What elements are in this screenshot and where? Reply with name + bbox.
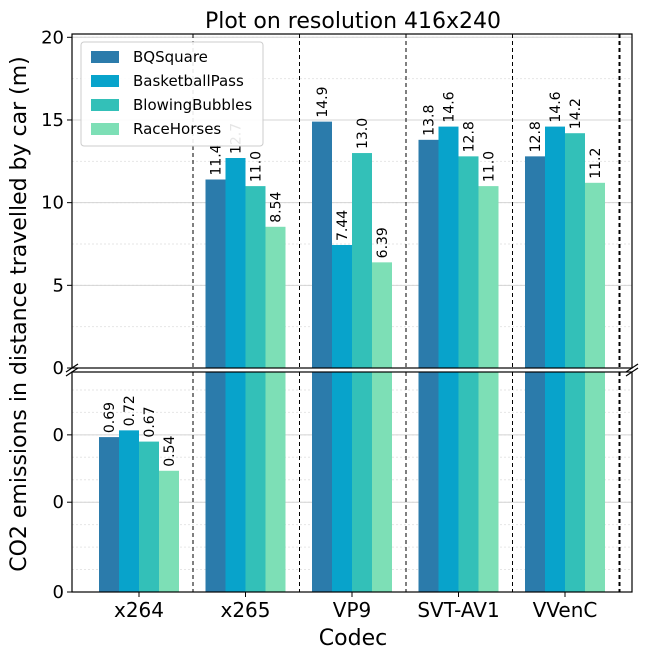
data-label: 14.6 (442, 91, 458, 122)
data-label: 11.0 (482, 151, 498, 182)
bar (312, 121, 332, 368)
axis-break-mark (65, 367, 79, 377)
bar (565, 372, 585, 592)
bar (139, 441, 159, 592)
data-label: 0.67 (142, 406, 158, 437)
bar (458, 372, 479, 592)
y-axis-label: CO2 emissions in distance travelled by c… (7, 56, 32, 572)
data-label: 11.0 (249, 151, 265, 182)
bar (565, 133, 585, 368)
bar (458, 156, 479, 368)
upper-axes-frame (71, 33, 633, 369)
bar (265, 372, 286, 592)
data-label: 11.2 (588, 148, 604, 179)
y-tick-label: 0 (53, 358, 64, 379)
data-label: 14.6 (548, 91, 564, 122)
bar (312, 372, 332, 592)
legend-swatch (91, 75, 119, 87)
data-label: 11.4 (209, 144, 225, 175)
bar (245, 186, 266, 368)
bar (205, 179, 226, 368)
data-label: 14.2 (568, 98, 584, 129)
y-tick-label: 0 (53, 425, 64, 446)
bar (525, 156, 545, 368)
bar (245, 372, 266, 592)
data-label: 13.0 (355, 118, 371, 149)
bar (418, 139, 439, 368)
legend-swatch (91, 99, 119, 111)
bars (71, 121, 633, 592)
data-label: 13.8 (422, 105, 438, 136)
bar (265, 226, 286, 368)
data-label: 7.44 (335, 210, 351, 241)
bar (372, 372, 392, 592)
y-tick-label: 5 (53, 275, 64, 296)
bar (478, 186, 499, 368)
bar (332, 244, 352, 368)
bar (205, 372, 226, 592)
bar (585, 372, 605, 592)
bar (545, 372, 565, 592)
data-label: 6.39 (375, 227, 391, 258)
y-tick-label: 20 (41, 27, 64, 48)
x-tick-label: x265 (220, 598, 270, 622)
data-label: 0.69 (102, 402, 118, 433)
bar (119, 430, 139, 592)
axis-break-mark (625, 363, 639, 373)
axes-frame: 0 5 10 15 20 0 0 0 x264 x265 VP9 SVT-AV1 VVenC (41, 27, 639, 622)
bar (525, 372, 545, 592)
data-label: 0.72 (122, 395, 138, 426)
data-label: 12.8 (528, 121, 544, 152)
y-tick-label: 0 (53, 582, 64, 603)
bar (332, 372, 352, 592)
bar (352, 372, 372, 592)
data-label: 8.54 (269, 192, 285, 223)
x-tick-label: x264 (114, 598, 164, 622)
data-label: 12.8 (462, 121, 478, 152)
y-tick-label: 10 (41, 193, 64, 214)
x-tick-label: SVT-AV1 (417, 598, 499, 622)
legend: BQSquare BasketballPass BlowingBubbles Race… (80, 41, 264, 147)
legend-label: BQSquare (133, 48, 208, 66)
legend-swatch (91, 123, 119, 135)
bar (438, 372, 459, 592)
legend-box (80, 41, 264, 147)
chart-title: Plot on resolution 416x240 (205, 9, 501, 34)
bar (438, 126, 459, 369)
bar (418, 372, 439, 592)
bar (225, 372, 246, 592)
bar (372, 262, 392, 368)
y-tick-label: 0 (53, 492, 64, 513)
bar (352, 153, 372, 368)
bar (99, 437, 119, 592)
y-tick-label: 15 (41, 110, 64, 131)
bar (159, 470, 179, 592)
data-label: 0.54 (162, 436, 178, 467)
x-tick-label: VVenC (533, 598, 598, 622)
x-tick-label: VP9 (333, 598, 371, 622)
legend-label: RaceHorses (133, 120, 221, 138)
data-label: 14.9 (315, 86, 331, 117)
x-axis-label: Codec (319, 626, 387, 651)
legend-label: BlowingBubbles (133, 96, 252, 114)
bar (585, 182, 605, 368)
axis-break-mark (625, 367, 639, 377)
bar (545, 126, 565, 369)
legend-label: BasketballPass (133, 72, 244, 90)
bar (225, 158, 246, 368)
axis-break-gap (71, 369, 633, 371)
bar (478, 372, 499, 592)
legend-swatch (91, 51, 119, 63)
